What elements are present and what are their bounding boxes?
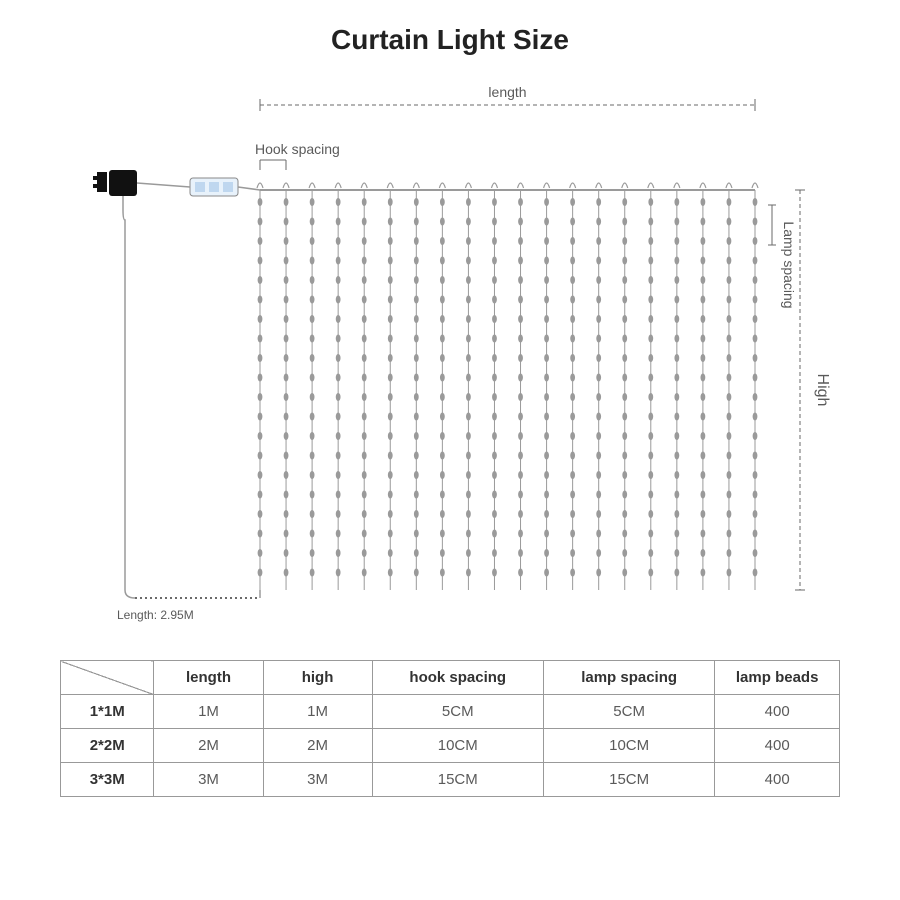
table-cell: 1*1M — [61, 695, 154, 729]
table-cell: 5CM — [372, 695, 543, 729]
svg-text:High: High — [814, 374, 831, 407]
table-cell: 400 — [715, 729, 840, 763]
table-cell: 3M — [154, 763, 263, 797]
table-cell: 1M — [263, 695, 372, 729]
table-col-lamp-beads: lamp beads — [715, 661, 840, 695]
table-cell: 10CM — [543, 729, 714, 763]
table-col-hook-spacing: hook spacing — [372, 661, 543, 695]
table-corner-cell — [61, 661, 154, 695]
table-row: 1*1M1M1M5CM5CM400 — [61, 695, 840, 729]
svg-text:Hook spacing: Hook spacing — [255, 141, 340, 157]
spec-table: lengthhighhook spacinglamp spacinglamp b… — [60, 660, 840, 797]
svg-text:length: length — [488, 84, 526, 100]
table-cell: 1M — [154, 695, 263, 729]
svg-text:Length: 2.95M: Length: 2.95M — [117, 608, 194, 622]
table-cell: 15CM — [543, 763, 714, 797]
table-cell: 400 — [715, 695, 840, 729]
table-col-lamp-spacing: lamp spacing — [543, 661, 714, 695]
svg-text:Lamp spacing: Lamp spacing — [781, 221, 797, 308]
page-title: Curtain Light Size — [0, 24, 900, 56]
table-col-high: high — [263, 661, 372, 695]
size-table: lengthhighhook spacinglamp spacinglamp b… — [60, 660, 840, 797]
table-col-length: length — [154, 661, 263, 695]
table-cell: 3M — [263, 763, 372, 797]
table-row: 3*3M3M3M15CM15CM400 — [61, 763, 840, 797]
table-cell: 10CM — [372, 729, 543, 763]
table-cell: 5CM — [543, 695, 714, 729]
table-cell: 2M — [263, 729, 372, 763]
table-row: 2*2M2M2M10CM10CM400 — [61, 729, 840, 763]
table-cell: 2M — [154, 729, 263, 763]
size-diagram: length Hook spacing Lamp spacing High Length… — [60, 70, 840, 630]
table-cell: 3*3M — [61, 763, 154, 797]
table-cell: 2*2M — [61, 729, 154, 763]
table-cell: 15CM — [372, 763, 543, 797]
diagram-svg: length Hook spacing Lamp spacing High Length… — [60, 70, 840, 640]
table-cell: 400 — [715, 763, 840, 797]
